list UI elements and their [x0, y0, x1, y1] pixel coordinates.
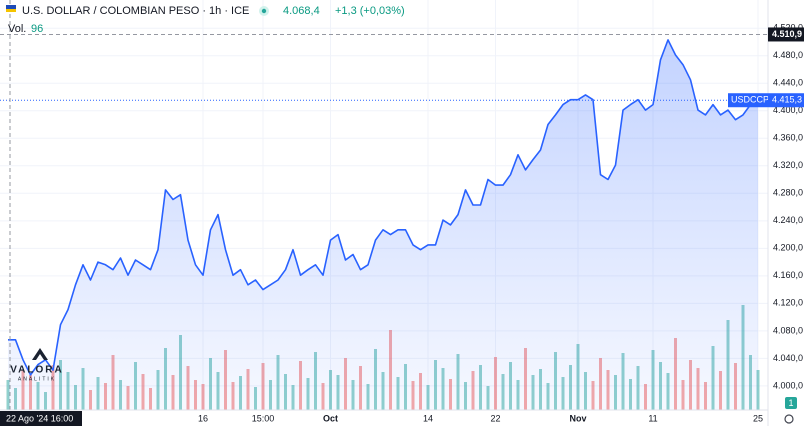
volume-label: Vol.: [8, 23, 26, 35]
crosshair-label-box: [0, 411, 82, 426]
y-tick-label: 4.240,0: [773, 215, 803, 225]
logo-tagline: ANALITIK: [18, 376, 56, 382]
y-tick-label: 4.320,0: [773, 160, 803, 170]
y-tick-label: 4.200,0: [773, 243, 803, 253]
y-tick-label: 4.280,0: [773, 188, 803, 198]
price-change: +1,3 (+0,03%): [335, 5, 405, 17]
y-tick-label: 4.400,0: [773, 105, 803, 115]
logo-name: VALORA: [10, 365, 63, 376]
x-tick-label: 15:00: [252, 413, 275, 423]
axes: 4.000,0 4.040,0 4.080,0 4.120,0 4.160,0 4.200…: [0, 23, 804, 426]
plot: [0, 0, 768, 411]
last-price: 4.068,4: [283, 5, 320, 17]
x-tick-label: Nov: [569, 413, 586, 423]
y-tick-label: 4.480,0: [773, 50, 803, 60]
high-label: 4.510,9: [772, 29, 802, 39]
symbol-title: U.S. DOLLAR / COLOMBIAN PESO · 1h · ICE: [22, 5, 249, 17]
x-tick-label: 16: [198, 413, 208, 423]
y-tick-label: 4.160,0: [773, 270, 803, 280]
legend-header: U.S. DOLLAR / COLOMBIAN PESO · 1h · ICE …: [6, 5, 405, 35]
series-name: USDCCP: [731, 95, 769, 105]
area-fill: [8, 39, 758, 411]
series-name-box: [728, 93, 768, 108]
y-tick-label: 4.120,0: [773, 298, 803, 308]
flag-icon: [6, 5, 16, 12]
flag-icon: [6, 9, 16, 12]
y-tick-label: 4.000,0: [773, 380, 803, 390]
y-tick-label: 4.080,0: [773, 325, 803, 335]
y-tick-label: 4.360,0: [773, 133, 803, 143]
x-tick-label: Oct: [323, 413, 338, 423]
last-price-box: [768, 93, 804, 108]
last-price-label: 4.415,3: [772, 95, 802, 105]
scale-badge[interactable]: [785, 397, 797, 409]
logo: VALORA ANALITIK: [10, 348, 63, 382]
logo-mark: [32, 348, 48, 360]
volume-value: 96: [31, 23, 43, 35]
market-status-dot: [261, 8, 267, 14]
y-tick-label: 4.440,0: [773, 78, 803, 88]
scale-badge-text: 1: [788, 398, 793, 408]
price-line: [8, 39, 759, 376]
x-tick-label: 11: [648, 413, 657, 423]
x-tick-label: 14: [423, 413, 433, 423]
y-tick-label: 4.040,0: [773, 353, 803, 363]
x-tick-label: 25: [753, 413, 763, 423]
high-label-box: [768, 27, 804, 42]
settings-icon[interactable]: [784, 414, 794, 424]
crosshair-label: 22 Ago '24 16:00: [6, 413, 73, 423]
x-tick-label: 22: [490, 413, 500, 423]
